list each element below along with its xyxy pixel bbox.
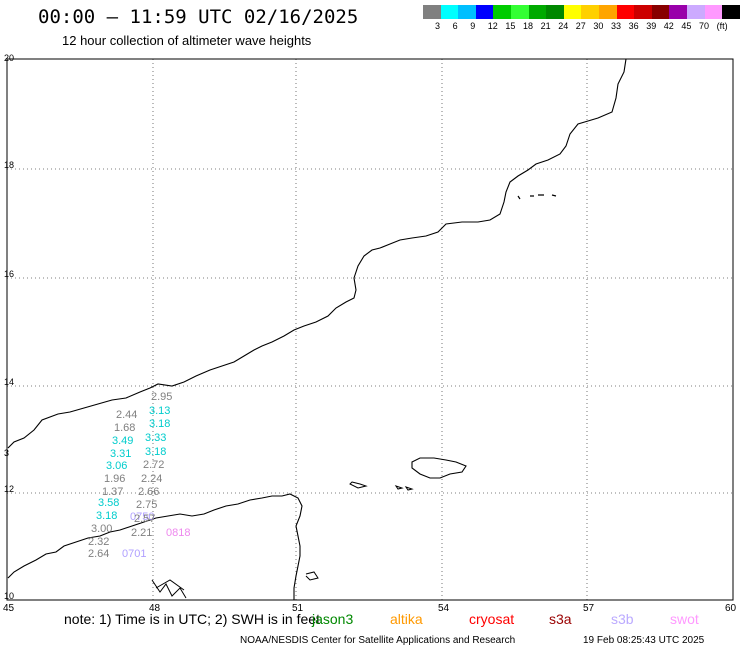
longitude-label: 51 (292, 603, 304, 614)
scale-label: 12 (487, 21, 498, 31)
kuria-muria-islands (517, 194, 557, 200)
latitude-label: 12 (4, 484, 14, 494)
wave-height-label: 0818 (166, 527, 190, 539)
wave-height-label: 2.95 (151, 391, 172, 403)
color-scale-bar (423, 5, 740, 19)
wave-height-label: 3.18 (145, 446, 166, 458)
scale-swatch (510, 5, 529, 19)
scale-swatch (669, 5, 687, 19)
latitude-label: 18 (4, 160, 14, 170)
west-edge-label: 3 (4, 448, 9, 458)
generation-timestamp: 19 Feb 08:25:43 UTC 2025 (583, 635, 705, 646)
socotra-island (411, 457, 467, 479)
scale-swatch (563, 5, 582, 19)
wave-height-label: 1.68 (114, 422, 135, 434)
scale-swatch (634, 5, 652, 19)
somalia-small-coast-feature (305, 571, 319, 581)
scale-label: 6 (452, 21, 458, 31)
wave-height-label: 2.75 (136, 499, 157, 511)
scale-label: 45 (681, 21, 692, 31)
wave-height-label: 2.21 (131, 527, 152, 539)
scale-swatch (440, 5, 459, 19)
wave-height-label: 3.00 (91, 523, 112, 535)
scale-swatch (598, 5, 617, 19)
satellite-legend-item: altika (390, 611, 423, 627)
arabian-coastline (7, 58, 627, 449)
scale-swatch (475, 5, 494, 19)
wave-height-label: 2.66 (138, 486, 159, 498)
scale-label: 70 (699, 21, 710, 31)
scale-label: 18 (523, 21, 534, 31)
scale-swatch (423, 5, 441, 19)
latitude-label: 20 (4, 53, 14, 63)
longitude-label: 57 (583, 603, 595, 614)
scale-label: 39 (646, 21, 657, 31)
scale-swatch (493, 5, 511, 19)
color-scale-labels: 3 6 9 12 15 18 21 24 27 30 33 36 39 42 45 70 (ft) (423, 21, 740, 33)
small-island-3 (404, 486, 414, 491)
longitude-label: 60 (725, 603, 737, 614)
scale-label: 3 (435, 21, 441, 31)
wave-height-label: 3.49 (112, 435, 133, 447)
longitude-label: 54 (438, 603, 450, 614)
map-title: 00:00 — 11:59 UTC 02/16/2025 (38, 6, 359, 28)
scale-swatch (686, 5, 705, 19)
wave-height-label: 2.57 (134, 513, 155, 525)
latitude-label: 16 (4, 269, 14, 279)
wave-height-label: 0750 (130, 511, 154, 523)
footer-note: note: 1) Time is in UTC; 2) SWH is in fe… (64, 611, 320, 627)
small-island-1 (349, 481, 368, 489)
scale-label: 15 (505, 21, 516, 31)
scale-label: 24 (558, 21, 569, 31)
wave-height-label: 3.13 (149, 405, 170, 417)
scale-label: 9 (470, 21, 476, 31)
wave-height-label: 0701 (122, 548, 146, 560)
latitude-label: 14 (4, 377, 14, 387)
wave-height-label: 3.58 (98, 497, 119, 509)
scale-label: 30 (593, 21, 604, 31)
scale-swatch (528, 5, 547, 19)
scale-label: 36 (628, 21, 639, 31)
wave-height-label: 2.44 (116, 409, 137, 421)
wave-height-label: 3.18 (96, 510, 117, 522)
scale-swatch (616, 5, 635, 19)
scale-label: 33 (611, 21, 622, 31)
wave-height-label: 1.96 (104, 473, 125, 485)
scale-swatch (546, 5, 564, 19)
scale-label: 27 (575, 21, 586, 31)
satellite-legend-item: jason3 (312, 611, 354, 627)
scale-label: (ft) (716, 21, 728, 31)
sea-features-south (151, 579, 187, 599)
map-frame (6, 58, 734, 601)
scale-label: 42 (663, 21, 674, 31)
latitude-label: 10 (4, 591, 14, 601)
wave-height-label: 2.24 (141, 473, 162, 485)
small-island-2 (394, 485, 404, 490)
scale-swatch (458, 5, 476, 19)
satellite-legend-item: s3a (549, 611, 572, 627)
map-subtitle: 12 hour collection of altimeter wave hei… (62, 33, 312, 48)
scale-swatch (581, 5, 599, 19)
wave-height-label: 3.33 (145, 432, 166, 444)
wave-height-label: 3.06 (106, 460, 127, 472)
longitude-label: 48 (149, 603, 161, 614)
lat-lon-grid (7, 59, 733, 600)
scale-swatch (704, 5, 723, 19)
longitude-label: 45 (3, 603, 15, 614)
satellite-legend-item: swot (670, 611, 699, 627)
wave-height-label: 2.64 (88, 548, 109, 560)
wave-height-label: 1.37 (102, 486, 123, 498)
satellite-legend-item: cryosat (469, 611, 515, 627)
scale-swatch (651, 5, 670, 19)
wave-height-label: 3.31 (110, 448, 131, 460)
satellite-legend-item: s3b (611, 611, 634, 627)
wave-height-label: 3.18 (149, 418, 170, 430)
credit-line: NOAA/NESDIS Center for Satellite Applica… (240, 635, 516, 646)
wave-height-label: 2.72 (143, 459, 164, 471)
scale-swatch (722, 5, 740, 19)
scale-label: 21 (540, 21, 551, 31)
somalia-coastline (7, 493, 303, 600)
wave-height-label: 2.32 (88, 536, 109, 548)
